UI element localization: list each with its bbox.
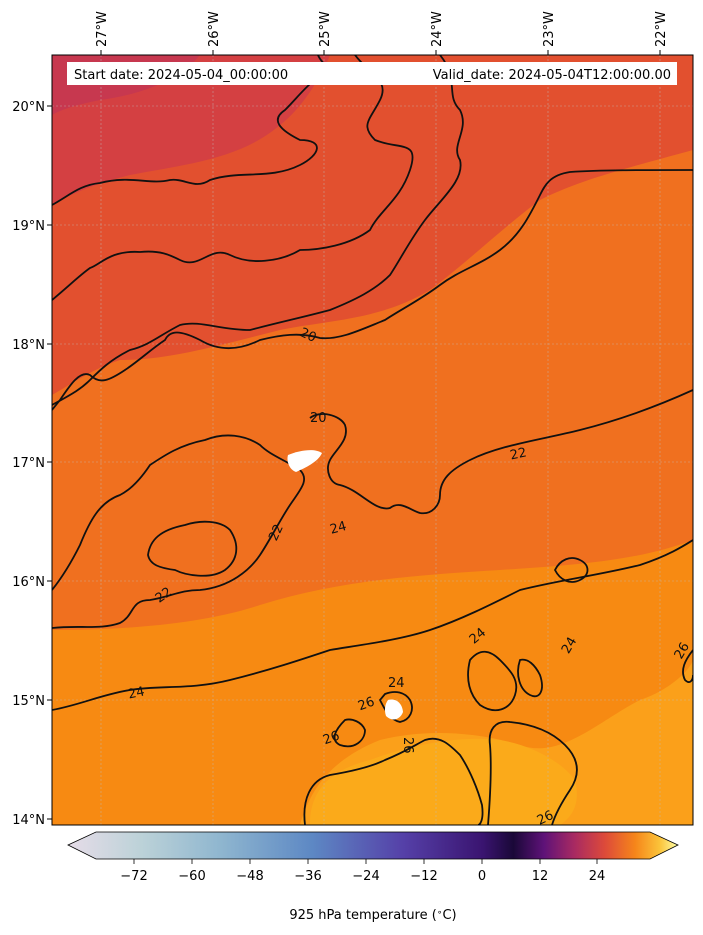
- lat-tick-label: 18°N: [12, 338, 45, 353]
- lat-tick-label: 15°N: [12, 694, 45, 709]
- colorbar: −72 −60 −48 −36 −24 −12 0 12 24 925 hPa …: [67, 831, 679, 923]
- contour-label: 24: [559, 635, 580, 657]
- colorbar-tick: −72: [120, 869, 147, 884]
- lon-tick-label: 22°W: [654, 11, 669, 47]
- contour-label: 22: [509, 445, 528, 463]
- map-border: [51, 54, 694, 826]
- contour-label: 26: [672, 640, 693, 662]
- colorbar-tick: 0: [478, 869, 486, 884]
- valid-date-label: Valid_date: 2024-05-04T12:00:00.00: [433, 68, 671, 83]
- contour-label: 24: [388, 676, 405, 691]
- contour-lines: [52, 55, 693, 825]
- contour-label: 20: [310, 411, 327, 426]
- lat-tick-label: 17°N: [12, 456, 45, 471]
- colorbar-tick: −24: [352, 869, 379, 884]
- lat-tick-label: 16°N: [12, 575, 45, 590]
- lon-tick-label: 27°W: [95, 11, 110, 47]
- contour-label: 22: [266, 522, 287, 543]
- colorbar-tick: −60: [178, 869, 205, 884]
- lat-tick-label: 19°N: [12, 219, 45, 234]
- lon-tick-label: 26°W: [207, 11, 222, 47]
- masked-patch-2: [384, 699, 403, 720]
- contour-label: 24: [127, 684, 146, 702]
- lon-tick-label: 23°W: [542, 11, 557, 47]
- colorbar-tick: −36: [294, 869, 321, 884]
- map-panel: 20 20 22 22 22 24 24 24 24 24 26 26 26 2…: [52, 55, 693, 829]
- header-box: [67, 62, 677, 85]
- colorbar-tick: 24: [589, 869, 606, 884]
- contour-label: 26: [321, 728, 342, 748]
- contour-label: 26: [400, 737, 415, 754]
- colorbar-tick: 12: [532, 869, 549, 884]
- colorbar-label: 925 hPa temperature (∘C): [289, 908, 456, 923]
- lon-tick-label: 24°W: [430, 11, 445, 47]
- masked-patch: [287, 450, 322, 472]
- contour-label: 26: [535, 808, 556, 829]
- colorbar-tick: −48: [236, 869, 263, 884]
- lat-tick-label: 14°N: [12, 813, 45, 828]
- lat-tick-label: 20°N: [12, 100, 45, 115]
- contour-label: 24: [328, 519, 348, 538]
- contour-label: 26: [356, 694, 377, 714]
- latitude-ticks: 20°N 19°N 18°N 17°N 16°N 15°N 14°N: [12, 100, 52, 828]
- lon-tick-label: 25°W: [318, 11, 333, 47]
- longitude-ticks: 27°W 26°W 25°W 24°W 23°W 22°W: [95, 11, 669, 55]
- colorbar-bar: [67, 831, 679, 860]
- contour-label: 20: [297, 325, 318, 346]
- start-date-label: Start date: 2024-05-04_00:00:00: [74, 68, 288, 83]
- colorbar-tick: −12: [410, 869, 437, 884]
- band-26b: [310, 738, 577, 825]
